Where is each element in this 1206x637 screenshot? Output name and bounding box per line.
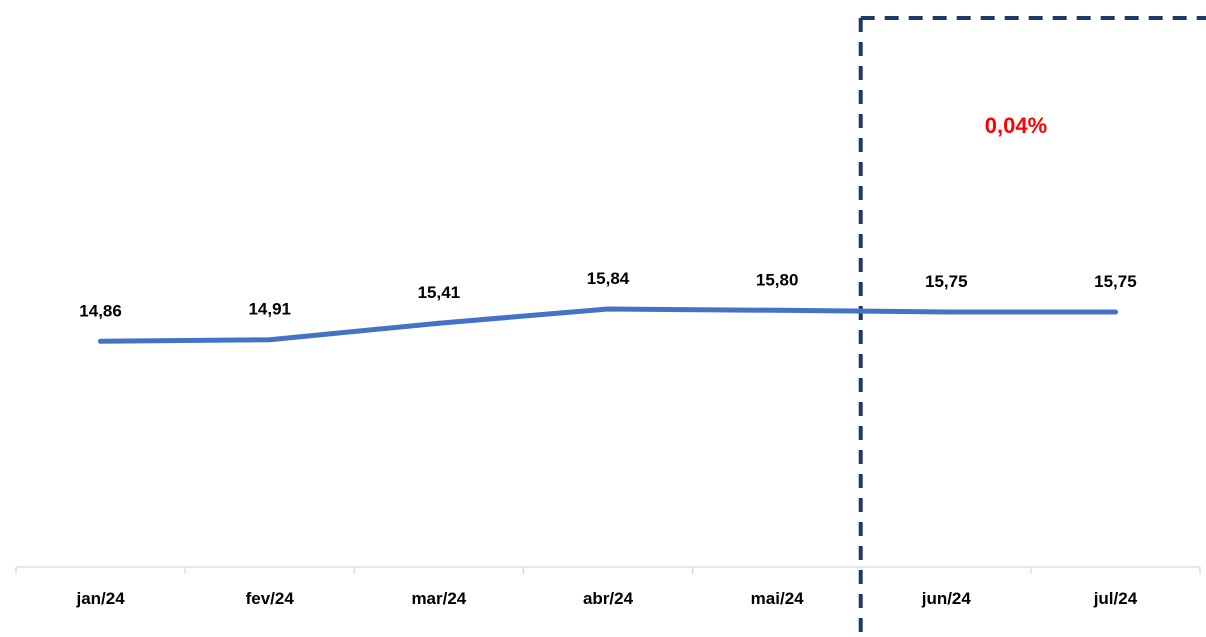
data-point — [605, 306, 611, 312]
data-label: 15,41 — [418, 283, 461, 302]
data-point — [943, 309, 949, 315]
data-label: 15,75 — [925, 272, 968, 291]
data-point — [774, 307, 780, 313]
x-tick-label: mai/24 — [751, 589, 804, 608]
data-point — [1112, 309, 1118, 315]
x-tick-label: abr/24 — [583, 589, 634, 608]
data-point — [98, 338, 104, 344]
data-label: 14,91 — [248, 300, 291, 319]
data-point — [267, 337, 273, 343]
x-tick-label: jan/24 — [75, 589, 125, 608]
x-tick-label: jun/24 — [921, 589, 972, 608]
data-point — [436, 320, 442, 326]
annotation-label: 0,04% — [985, 113, 1047, 138]
x-tick-label: mar/24 — [411, 589, 466, 608]
data-label: 15,75 — [1094, 272, 1137, 291]
x-tick-label: jul/24 — [1093, 589, 1138, 608]
x-tick-label: fev/24 — [246, 589, 295, 608]
data-label: 14,86 — [79, 301, 122, 320]
data-label: 15,80 — [756, 270, 799, 289]
data-label: 15,84 — [587, 269, 630, 288]
